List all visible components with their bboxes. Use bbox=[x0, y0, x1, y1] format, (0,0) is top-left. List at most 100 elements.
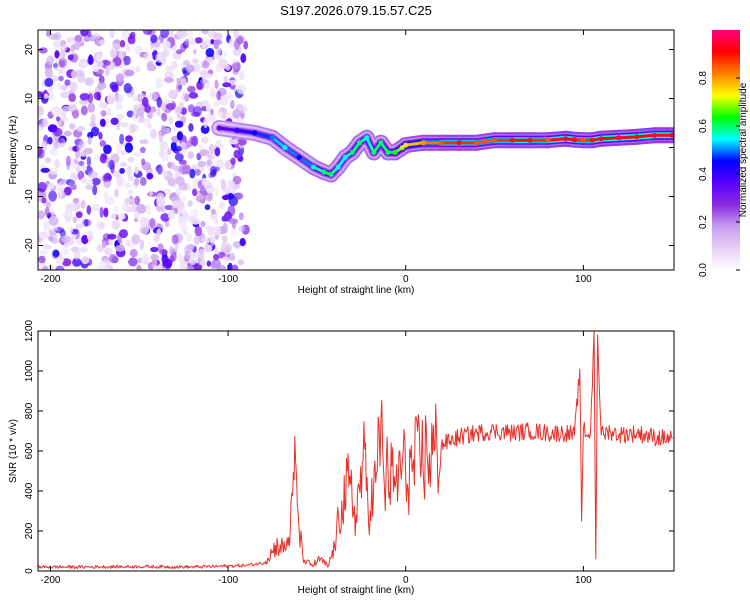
noise-blob bbox=[47, 124, 58, 133]
noise-blob bbox=[239, 70, 245, 81]
noise-blob bbox=[41, 197, 47, 204]
spectrogram-x-axis: -200 -100 0 100 bbox=[40, 30, 592, 285]
noise-blob bbox=[86, 30, 92, 38]
colorbar-label: Normalized spectral amplitude bbox=[738, 82, 749, 217]
noise-blob bbox=[164, 204, 174, 211]
noise-blob bbox=[60, 110, 67, 119]
noise-blob bbox=[38, 181, 47, 193]
noise-blob bbox=[129, 248, 138, 258]
noise-blob bbox=[55, 265, 65, 270]
noise-blob bbox=[59, 43, 68, 52]
noise-blob bbox=[44, 157, 52, 164]
noise-blob bbox=[158, 248, 168, 256]
noise-blob bbox=[194, 168, 201, 176]
noise-blob bbox=[143, 253, 149, 263]
noise-blob bbox=[234, 192, 244, 200]
noise-blob bbox=[38, 262, 42, 270]
x-tick-label: -100 bbox=[218, 274, 238, 285]
x-tick-label: -200 bbox=[40, 575, 60, 586]
noise-blob bbox=[166, 103, 176, 110]
noise-blob bbox=[43, 220, 51, 231]
noise-blob bbox=[115, 102, 123, 111]
noise-blob bbox=[176, 49, 183, 55]
noise-blob bbox=[128, 257, 138, 267]
noise-blob bbox=[191, 58, 199, 64]
ridge-point bbox=[421, 140, 426, 146]
colorbar: 0.0 0.2 0.4 0.6 0.8 Normalized spectral ampl… bbox=[698, 30, 749, 277]
noise-blob bbox=[60, 84, 69, 91]
noise-blob bbox=[105, 174, 112, 182]
noise-blob bbox=[134, 212, 140, 220]
ridge-segment bbox=[635, 133, 656, 139]
noise-blob bbox=[67, 54, 74, 61]
noise-blob bbox=[89, 121, 97, 128]
noise-blob bbox=[188, 123, 194, 132]
noise-blob bbox=[60, 91, 70, 99]
noise-blob bbox=[57, 68, 62, 76]
ridge-point bbox=[364, 135, 370, 141]
noise-blob bbox=[201, 235, 210, 245]
noise-blob bbox=[221, 235, 228, 242]
noise-blob bbox=[150, 91, 158, 101]
noise-blob bbox=[122, 202, 129, 211]
noise-blob bbox=[144, 104, 152, 113]
noise-blob bbox=[95, 52, 102, 61]
ridge-point bbox=[527, 137, 533, 143]
noise-blob bbox=[108, 159, 115, 170]
noise-blob bbox=[200, 220, 206, 227]
noise-blob bbox=[233, 150, 240, 159]
noise-blob bbox=[222, 222, 229, 234]
ridge-point bbox=[669, 132, 674, 138]
noise-blob bbox=[161, 112, 168, 122]
noise-blob bbox=[167, 30, 175, 38]
noise-blob bbox=[203, 117, 209, 128]
noise-blob bbox=[40, 167, 50, 173]
noise-blob bbox=[91, 177, 101, 186]
noise-blob bbox=[125, 197, 135, 206]
ridge-point bbox=[392, 149, 398, 155]
noise-blob bbox=[238, 225, 246, 232]
noise-blob bbox=[230, 99, 235, 110]
noise-blob bbox=[103, 144, 112, 155]
ridge-point bbox=[545, 137, 551, 143]
noise-blob bbox=[189, 136, 195, 145]
noise-blob bbox=[211, 258, 222, 269]
noise-blob bbox=[79, 93, 90, 101]
x-tick-label: -200 bbox=[40, 274, 60, 285]
noise-blob bbox=[87, 170, 98, 179]
noise-blob bbox=[103, 191, 109, 201]
noise-blob bbox=[214, 147, 221, 157]
noise-blob bbox=[111, 43, 121, 50]
noise-blob bbox=[115, 244, 125, 252]
noise-blob bbox=[61, 258, 72, 267]
noise-blob bbox=[133, 151, 142, 157]
noise-blob bbox=[179, 224, 189, 232]
noise-blob bbox=[99, 259, 108, 268]
noise-blob bbox=[213, 101, 220, 107]
noise-blob bbox=[131, 234, 141, 245]
noise-blob bbox=[115, 93, 124, 104]
noise-blob bbox=[196, 152, 202, 161]
noise-blob bbox=[123, 83, 132, 94]
noise-blob bbox=[72, 216, 78, 224]
y-tick-label: 800 bbox=[24, 402, 35, 419]
noise-blob bbox=[139, 217, 148, 226]
noise-blob bbox=[48, 190, 57, 202]
noise-blob bbox=[222, 82, 232, 88]
noise-blob bbox=[38, 47, 48, 54]
ridge-point bbox=[270, 135, 275, 141]
colorbar-tick-label: 0.2 bbox=[698, 215, 709, 229]
noise-blob bbox=[103, 60, 112, 66]
y-tick-label: 0 bbox=[24, 144, 35, 150]
noise-blob bbox=[201, 60, 210, 69]
noise-blob bbox=[44, 206, 50, 217]
noise-blob bbox=[128, 189, 134, 196]
noise-blob bbox=[39, 249, 48, 255]
noise-blob bbox=[210, 208, 216, 215]
noise-blob bbox=[180, 78, 187, 86]
noise-blob bbox=[192, 63, 201, 73]
noise-blob bbox=[96, 221, 105, 230]
ridge-point bbox=[399, 145, 405, 151]
noise-blob bbox=[100, 110, 107, 117]
ridge-segment bbox=[475, 138, 497, 145]
